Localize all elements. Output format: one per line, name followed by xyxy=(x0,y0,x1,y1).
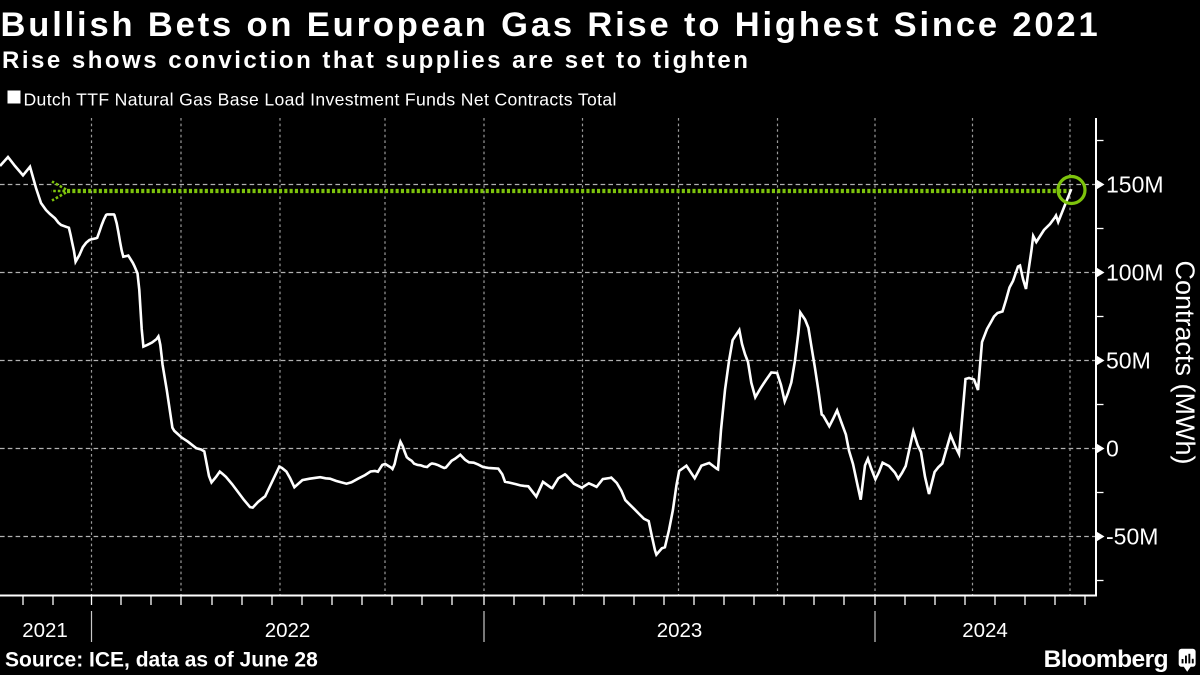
svg-text:50M: 50M xyxy=(1106,348,1151,374)
svg-text:100M: 100M xyxy=(1106,260,1164,286)
svg-text:Bullish Bets on European Gas R: Bullish Bets on European Gas Rise to Hig… xyxy=(1,6,1101,44)
svg-text:Dutch TTF Natural Gas Base Loa: Dutch TTF Natural Gas Base Load Investme… xyxy=(24,90,617,110)
svg-text:Source: ICE, data as of June 2: Source: ICE, data as of June 28 xyxy=(5,649,318,672)
svg-text:Bloomberg: Bloomberg xyxy=(1044,646,1168,673)
svg-text:150M: 150M xyxy=(1106,172,1164,198)
svg-text:Contracts (MWh): Contracts (MWh) xyxy=(1170,260,1200,464)
svg-text:0: 0 xyxy=(1106,436,1119,462)
svg-text:2021: 2021 xyxy=(22,619,68,642)
svg-text:-50M: -50M xyxy=(1106,524,1158,550)
svg-text:2022: 2022 xyxy=(265,619,311,642)
svg-text:2023: 2023 xyxy=(657,619,703,642)
svg-text:2024: 2024 xyxy=(962,619,1008,642)
svg-text:Rise shows conviction that sup: Rise shows conviction that supplies are … xyxy=(2,47,750,74)
